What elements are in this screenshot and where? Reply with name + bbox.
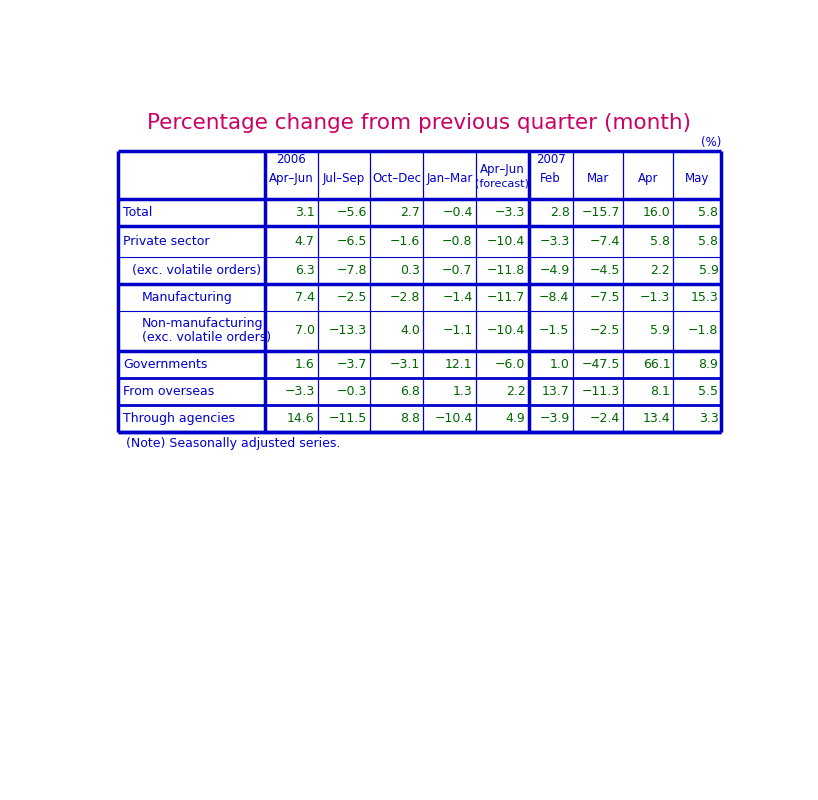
Text: 15.3: 15.3 (690, 291, 718, 304)
Text: (%): (%) (701, 136, 721, 149)
Text: −15.7: −15.7 (582, 206, 620, 219)
Text: 4.7: 4.7 (294, 235, 315, 248)
Text: 3.3: 3.3 (699, 412, 718, 425)
Text: −1.8: −1.8 (688, 324, 718, 338)
Text: 7.4: 7.4 (294, 291, 315, 304)
Text: 13.4: 13.4 (643, 412, 670, 425)
Text: −0.3: −0.3 (337, 385, 367, 398)
Text: 5.8: 5.8 (650, 235, 670, 248)
Text: −3.3: −3.3 (539, 235, 569, 248)
Text: 4.0: 4.0 (400, 324, 420, 338)
Text: −0.4: −0.4 (443, 206, 473, 219)
Text: −10.4: −10.4 (434, 412, 473, 425)
Text: −3.7: −3.7 (337, 358, 367, 371)
Text: 5.8: 5.8 (699, 235, 718, 248)
Text: 12.1: 12.1 (445, 358, 473, 371)
Text: −1.6: −1.6 (389, 235, 420, 248)
Text: −10.4: −10.4 (488, 324, 525, 338)
Text: Manufacturing: Manufacturing (142, 291, 232, 304)
Text: May: May (685, 172, 710, 185)
Text: −1.3: −1.3 (640, 291, 670, 304)
Text: 2006: 2006 (276, 153, 306, 166)
Text: 13.7: 13.7 (542, 385, 569, 398)
Text: −6.0: −6.0 (495, 358, 525, 371)
Text: −11.5: −11.5 (329, 412, 367, 425)
Text: 5.5: 5.5 (699, 385, 718, 398)
Text: 8.8: 8.8 (400, 412, 420, 425)
Text: Apr–Jun: Apr–Jun (480, 163, 524, 177)
Text: 6.3: 6.3 (294, 264, 315, 277)
Text: −4.9: −4.9 (539, 264, 569, 277)
Text: Non-manufacturing: Non-manufacturing (142, 318, 263, 330)
Text: Oct–Dec: Oct–Dec (372, 172, 421, 185)
Text: 2.2: 2.2 (506, 385, 525, 398)
Text: 3.1: 3.1 (294, 206, 315, 219)
Text: 14.6: 14.6 (287, 412, 315, 425)
Text: (exc. volatile orders): (exc. volatile orders) (133, 264, 262, 277)
Text: Percentage change from previous quarter (month): Percentage change from previous quarter … (147, 113, 691, 133)
Text: −10.4: −10.4 (488, 235, 525, 248)
Text: −2.4: −2.4 (590, 412, 620, 425)
Text: −7.5: −7.5 (590, 291, 620, 304)
Text: −1.1: −1.1 (443, 324, 473, 338)
Text: −0.7: −0.7 (443, 264, 473, 277)
Text: −8.4: −8.4 (539, 291, 569, 304)
Text: Jan–Mar: Jan–Mar (426, 172, 473, 185)
Text: −0.8: −0.8 (443, 235, 473, 248)
Text: Private sector: Private sector (124, 235, 209, 248)
Text: 1.3: 1.3 (453, 385, 473, 398)
Text: (forecast): (forecast) (475, 178, 529, 189)
Text: Jul–Sep: Jul–Sep (323, 172, 365, 185)
Text: (exc. volatile orders): (exc. volatile orders) (142, 331, 271, 344)
Text: (Note) Seasonally adjusted series.: (Note) Seasonally adjusted series. (125, 437, 339, 450)
Text: 66.1: 66.1 (643, 358, 670, 371)
Text: Total: Total (124, 206, 152, 219)
Text: −3.3: −3.3 (285, 385, 315, 398)
Text: −3.1: −3.1 (389, 358, 420, 371)
Text: Apr: Apr (638, 172, 658, 185)
Text: −7.4: −7.4 (590, 235, 620, 248)
Text: −11.3: −11.3 (582, 385, 620, 398)
Text: 0.3: 0.3 (400, 264, 420, 277)
Text: −5.6: −5.6 (337, 206, 367, 219)
Text: 2.7: 2.7 (400, 206, 420, 219)
Text: 16.0: 16.0 (643, 206, 670, 219)
Text: 2007: 2007 (536, 153, 565, 166)
Text: Governments: Governments (124, 358, 208, 371)
Text: Apr–Jun: Apr–Jun (269, 172, 314, 185)
Text: −2.5: −2.5 (590, 324, 620, 338)
Text: 5.8: 5.8 (699, 206, 718, 219)
Text: Feb: Feb (540, 172, 561, 185)
Text: 1.0: 1.0 (550, 358, 569, 371)
Text: −6.5: −6.5 (337, 235, 367, 248)
Text: 7.0: 7.0 (294, 324, 315, 338)
Text: −7.8: −7.8 (337, 264, 367, 277)
Text: −11.8: −11.8 (488, 264, 525, 277)
Text: −13.3: −13.3 (329, 324, 367, 338)
Text: Through agencies: Through agencies (124, 412, 236, 425)
Text: 5.9: 5.9 (699, 264, 718, 277)
Text: −4.5: −4.5 (590, 264, 620, 277)
Text: −2.5: −2.5 (337, 291, 367, 304)
Text: 5.9: 5.9 (650, 324, 670, 338)
Text: 8.1: 8.1 (650, 385, 670, 398)
Text: 4.9: 4.9 (506, 412, 525, 425)
Text: 2.8: 2.8 (550, 206, 569, 219)
Text: −1.5: −1.5 (539, 324, 569, 338)
Text: Mar: Mar (587, 172, 609, 185)
Text: 2.2: 2.2 (650, 264, 670, 277)
Text: 1.6: 1.6 (294, 358, 315, 371)
Text: 8.9: 8.9 (699, 358, 718, 371)
Text: −3.3: −3.3 (495, 206, 525, 219)
Text: −1.4: −1.4 (443, 291, 473, 304)
Text: −2.8: −2.8 (389, 291, 420, 304)
Text: −3.9: −3.9 (539, 412, 569, 425)
Text: 6.8: 6.8 (400, 385, 420, 398)
Text: From overseas: From overseas (124, 385, 214, 398)
Text: −47.5: −47.5 (582, 358, 620, 371)
Text: −11.7: −11.7 (488, 291, 525, 304)
